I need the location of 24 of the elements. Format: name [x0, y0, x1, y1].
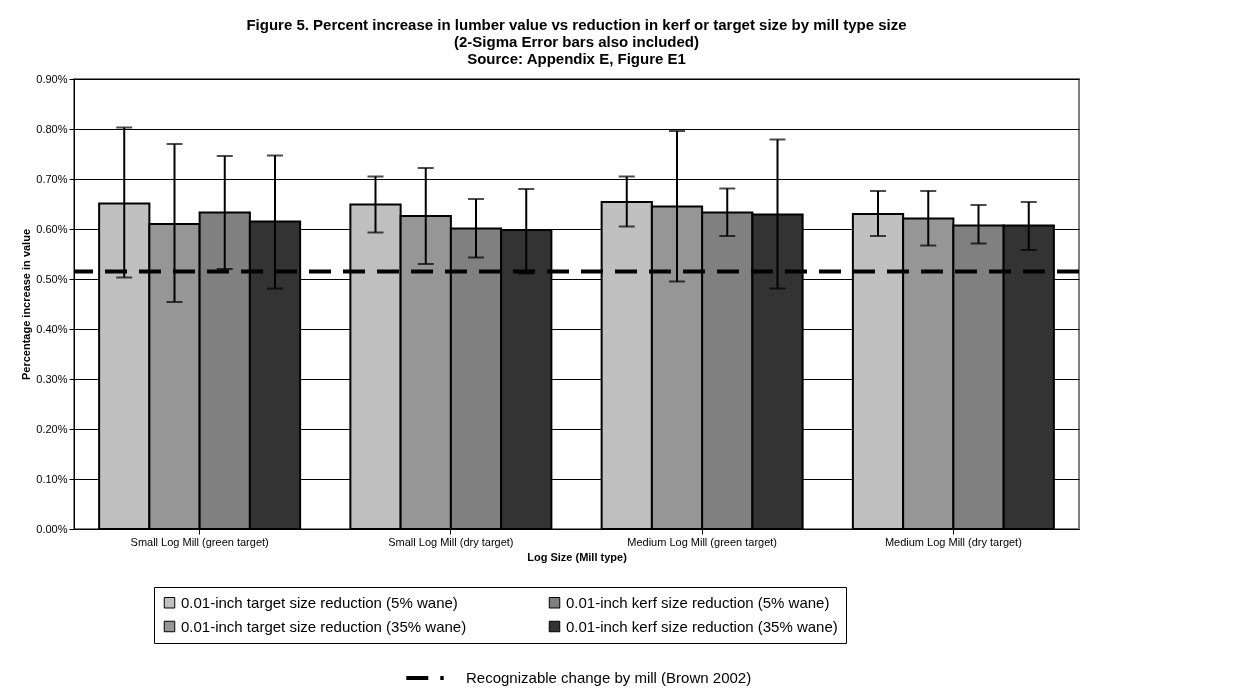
- y-tick-label: 0.60%: [36, 222, 68, 235]
- y-tick-label: 0.40%: [36, 322, 68, 335]
- y-tick-label: 0.50%: [36, 272, 68, 285]
- chart-title: Figure 5. Percent increase in lumber value vs reduction in kerf or target size by mill type size: [246, 16, 907, 33]
- y-axis-title: Percentage increase in value: [20, 228, 33, 381]
- y-tick-label: 0.90%: [36, 72, 68, 85]
- y-tick-label: 0.70%: [36, 172, 68, 185]
- legend-label: 0.01-inch kerf size reduction (35% wane): [566, 617, 838, 635]
- legend-label: Recognizable change by mill (Brown 2002): [466, 669, 752, 686]
- legend-label: 0.01-inch target size reduction (5% wane): [181, 593, 458, 611]
- y-tick-label: 0.80%: [36, 122, 68, 135]
- y-tick-label: 0.20%: [36, 422, 68, 435]
- source-note: Source: Appendix E, Figure E1: [467, 50, 686, 67]
- x-tick-label: Medium Log Mill (green target): [627, 535, 778, 548]
- x-tick-label: Medium Log Mill (dry target): [884, 535, 1022, 548]
- legend-label: 0.01-inch kerf size reduction (5% wane): [566, 593, 830, 611]
- y-tick-label: 0.30%: [36, 372, 68, 385]
- y-tick-label: 0.10%: [36, 472, 68, 485]
- x-tick-label: Small Log Mill (dry target): [388, 535, 514, 548]
- x-axis-title: Log Size (Mill type): [527, 550, 628, 563]
- x-tick-label: Small Log Mill (green target): [130, 535, 269, 548]
- legend-label: 0.01-inch target size reduction (35% wane): [181, 617, 467, 635]
- chart-subtitle: (2-Sigma Error bars also included): [453, 33, 700, 50]
- y-tick-label: 0.00%: [36, 522, 68, 535]
